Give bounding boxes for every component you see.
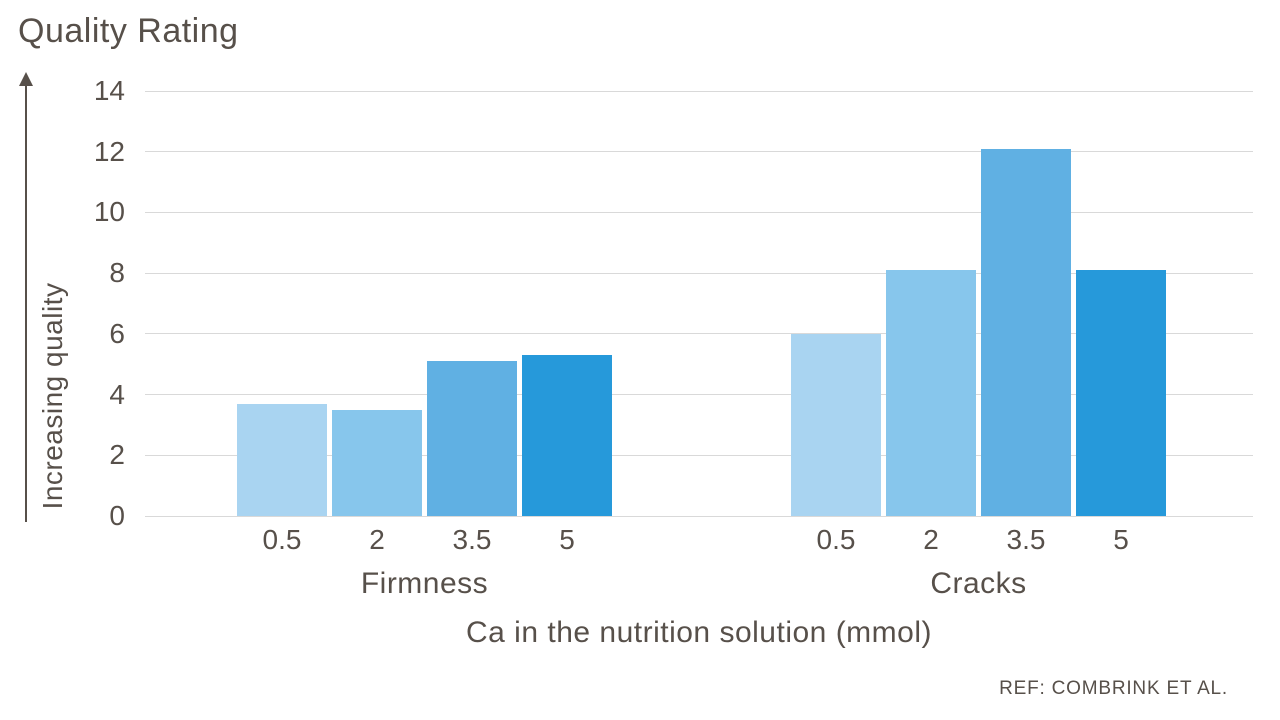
bar-cell-firmness-3.5: 3.5: [427, 91, 517, 555]
x-axis-label: Ca in the nutrition solution (mmol): [465, 616, 933, 649]
x-tick-label: 3.5: [1006, 524, 1046, 555]
bar-cell-cracks-2: 2: [886, 91, 976, 555]
gridline-y-0: [145, 515, 1253, 517]
x-tick-label: 2: [923, 524, 939, 555]
bar-cell-cracks-5: 5: [1076, 91, 1166, 555]
bar-firmness-2[interactable]: [332, 409, 422, 516]
x-tick-label: 0.5: [262, 524, 302, 555]
bar-firmness-3.5[interactable]: [427, 361, 517, 516]
bar-cell-firmness-5: 5: [522, 91, 612, 555]
bar-cracks-2[interactable]: [886, 270, 976, 516]
bar-firmness-0.5[interactable]: [237, 403, 327, 516]
y-tick-label-12: 12: [93, 135, 125, 167]
gridline-y-6: [145, 333, 1253, 335]
gridline-y-14: [145, 90, 1253, 92]
x-tick-label: 0.5: [816, 524, 856, 555]
gridline-y-2: [145, 454, 1253, 456]
x-tick-label: 2: [369, 524, 385, 555]
y-tick-label-2: 2: [109, 439, 125, 471]
y-tick-label-4: 4: [109, 378, 125, 410]
y-tick-label-14: 14: [93, 75, 125, 106]
y-tick-label-6: 6: [109, 317, 125, 349]
bar-cell-firmness-0.5: 0.5: [237, 91, 327, 555]
bar-cracks-3.5[interactable]: [981, 148, 1071, 516]
chart-title: Quality Rating: [18, 12, 239, 50]
y-tick-label-8: 8: [109, 257, 125, 289]
bar-cell-firmness-2: 2: [332, 91, 422, 555]
bar-group-firmness: 0.5 2 3.5 5: [237, 91, 612, 555]
x-tick-label: 5: [559, 524, 575, 555]
bar-group-cracks: 0.5 2 3.5 5: [791, 91, 1166, 555]
bar-cracks-5[interactable]: [1076, 270, 1166, 516]
y-axis-arrow-icon: [19, 72, 33, 522]
reference-text: REF: COMBRINK ET AL.: [999, 678, 1228, 699]
gridline-y-12: [145, 151, 1253, 153]
x-tick-label: 3.5: [452, 524, 492, 555]
bar-cell-cracks-0.5: 0.5: [791, 91, 881, 555]
group-label-cracks: Cracks: [930, 567, 1027, 600]
bar-cell-cracks-3.5: 3.5: [981, 91, 1071, 555]
gridline-y-4: [145, 394, 1253, 396]
y-tick-label-0: 0: [109, 500, 125, 531]
gridline-y-8: [145, 272, 1253, 274]
x-tick-label: 5: [1113, 524, 1129, 555]
group-label-firmness: Firmness: [360, 567, 489, 600]
bar-cracks-0.5[interactable]: [791, 333, 881, 516]
plot-area: 0 2 4 6 8 10 12 14 0.5 2 3.5 5 Firmness 0.5 2 3.5 5 Crack…: [94, 75, 1253, 600]
gridline-y-10: [145, 211, 1253, 213]
y-tick-label-10: 10: [93, 196, 125, 228]
bar-firmness-5[interactable]: [522, 355, 612, 516]
